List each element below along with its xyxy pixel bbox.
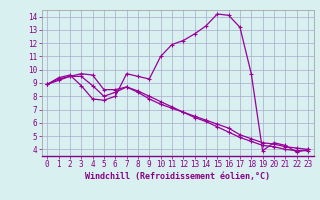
X-axis label: Windchill (Refroidissement éolien,°C): Windchill (Refroidissement éolien,°C) <box>85 172 270 181</box>
